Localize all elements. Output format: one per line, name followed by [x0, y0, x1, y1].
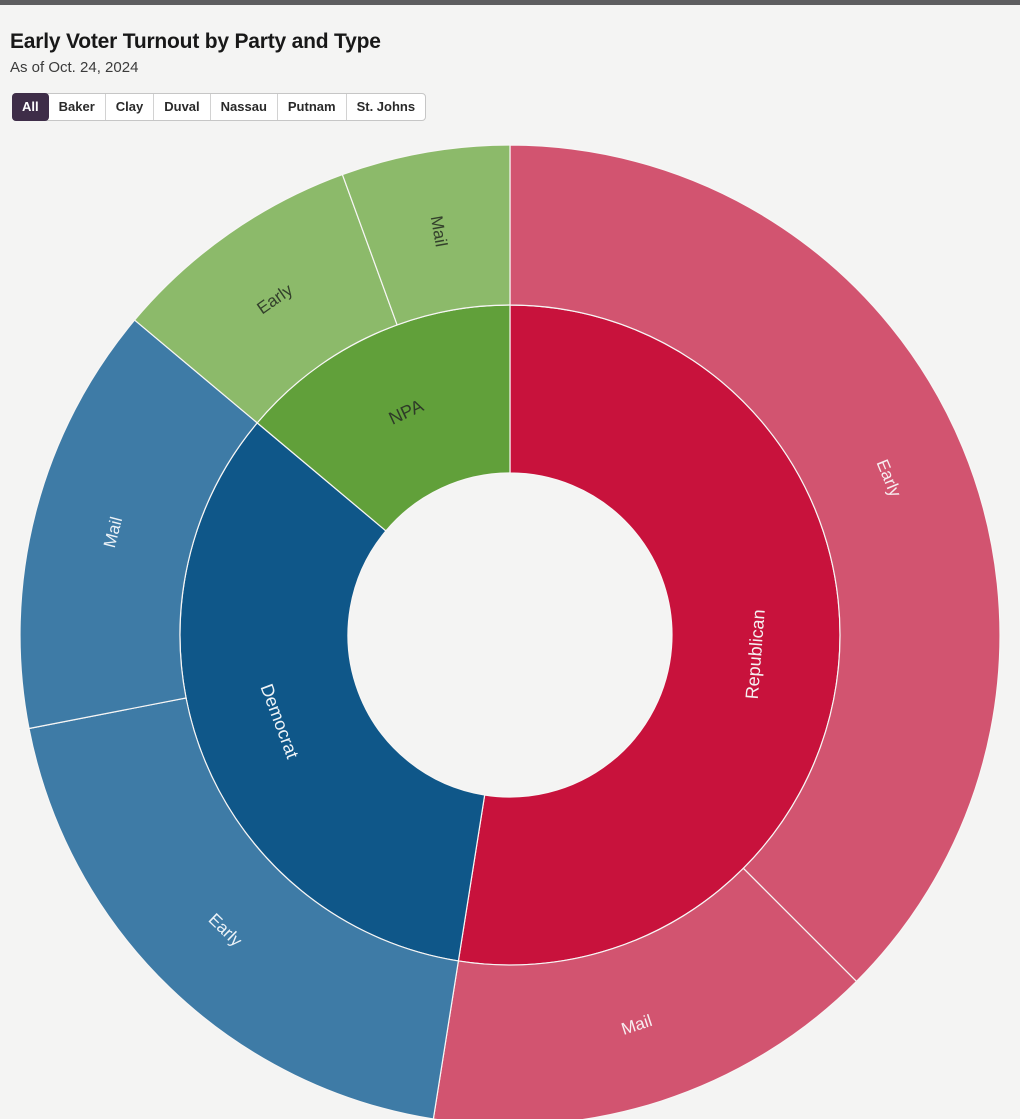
segment-republican-mail[interactable]: [432, 867, 858, 1119]
tab-duval[interactable]: Duval: [153, 94, 209, 120]
county-tab-group: All Baker Clay Duval Nassau Putnam St. J…: [12, 93, 427, 121]
tab-nassau[interactable]: Nassau: [209, 94, 277, 120]
segment-npa-mail[interactable]: [341, 144, 511, 326]
segment-democrat-early[interactable]: [28, 697, 460, 1119]
tab-putnam[interactable]: Putnam: [276, 94, 346, 120]
tab-baker[interactable]: Baker: [49, 94, 105, 120]
tab-st-johns[interactable]: St. Johns: [345, 94, 426, 120]
page-title: Early Voter Turnout by Party and Type: [10, 30, 381, 53]
segment-republican-early[interactable]: [509, 144, 1001, 983]
top-accent-bar: [0, 0, 1020, 5]
chart-header: Early Voter Turnout by Party and Type As…: [10, 30, 381, 76]
page-subtitle: As of Oct. 24, 2024: [10, 59, 139, 76]
tab-all[interactable]: All: [12, 93, 49, 121]
tab-clay[interactable]: Clay: [104, 94, 153, 120]
